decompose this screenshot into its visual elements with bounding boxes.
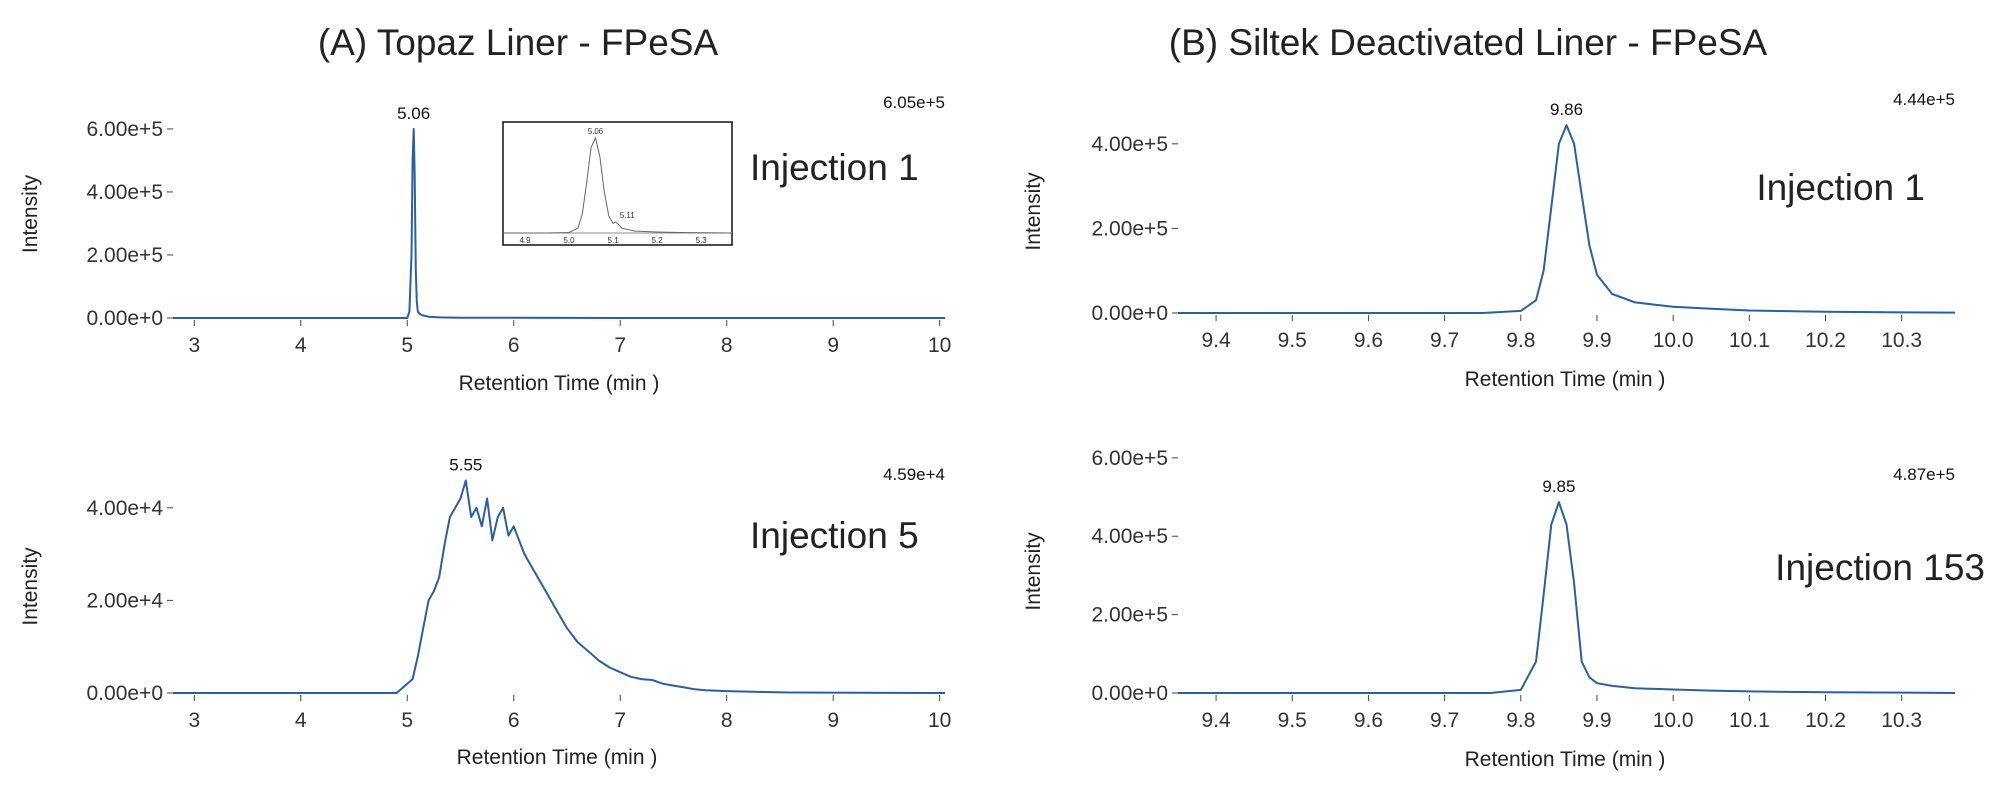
x-tick-label: 4 [295, 334, 307, 357]
x-axis-label: Retention Time (min ) [1465, 748, 1666, 771]
inset-x-tick-label: 5.1 [608, 236, 620, 245]
x-tick-label: 10.2 [1805, 709, 1846, 732]
x-tick-label: 6 [508, 334, 520, 357]
y-tick-label: 4.00e+4 [87, 497, 164, 520]
x-tick-label: 4 [295, 709, 307, 732]
x-tick-label: 10.1 [1729, 709, 1770, 732]
inset-x-tick-label: 5.0 [563, 236, 575, 245]
y-tick-label: 4.00e+5 [87, 181, 164, 204]
series-line [1178, 124, 1956, 314]
y-tick-label: 6.00e+5 [1092, 447, 1169, 470]
x-tick-label: 9.6 [1354, 329, 1383, 352]
series-line [173, 127, 945, 319]
y-axis-label: Intensity [1022, 532, 1045, 611]
y-tick-label: 2.00e+5 [87, 244, 164, 267]
x-tick-label: 5 [401, 334, 413, 357]
max-intensity-label: 6.05e+5 [883, 93, 945, 112]
peak-label: 5.55 [449, 455, 482, 474]
x-tick-label: 10.0 [1653, 329, 1694, 352]
chart-panel-1: 0.00e+0 2.00e+5 4.00e+5 6.00e+5 3 4 5 6 7 8 9 10 Ret… [19, 93, 951, 395]
chart-panel-3: 0.00e+0 2.00e+5 4.00e+5 9.4 9.5 9.6 9.7 9.8 9.9 1… [1022, 90, 1956, 391]
x-tick-label: 8 [721, 709, 733, 732]
injection-annotation: Injection 1 [1756, 167, 1925, 208]
y-tick-label: 4.00e+5 [1092, 525, 1169, 548]
peak-label: 9.86 [1550, 100, 1583, 119]
inset-x-tick-label: 4.9 [519, 236, 531, 245]
x-axis-label: Retention Time (min ) [1465, 368, 1666, 391]
x-tick-label: 10.1 [1729, 329, 1770, 352]
max-intensity-label: 4.87e+5 [1893, 465, 1955, 484]
y-tick-label: 0.00e+0 [1092, 682, 1169, 705]
peak-label: 5.06 [397, 104, 430, 123]
max-intensity-label: 4.44e+5 [1893, 90, 1955, 109]
panel-a-title: (A) Topaz Liner - FPeSA [317, 22, 719, 63]
injection-annotation: Injection 153 [1775, 547, 1985, 588]
y-tick-label: 2.00e+5 [1092, 217, 1169, 240]
y-tick-label: 0.00e+0 [87, 307, 164, 330]
x-tick-label: 3 [188, 334, 200, 357]
x-tick-label: 6 [508, 709, 520, 732]
x-tick-label: 9.8 [1506, 709, 1535, 732]
x-tick-label: 10.3 [1881, 709, 1922, 732]
inset-x-tick-label: 5.2 [652, 236, 664, 245]
x-tick-label: 9.6 [1354, 709, 1383, 732]
inset-frame [502, 121, 733, 246]
x-tick-label: 10.2 [1805, 329, 1846, 352]
max-intensity-label: 4.59e+4 [883, 465, 945, 484]
x-axis-label: Retention Time (min ) [459, 372, 660, 395]
series-line [173, 479, 946, 694]
y-axis-label: Intensity [19, 174, 42, 253]
x-tick-label: 9.8 [1506, 329, 1535, 352]
x-tick-label: 9.5 [1278, 329, 1307, 352]
x-tick-label: 9.9 [1582, 329, 1611, 352]
peak-label: 9.85 [1542, 477, 1575, 496]
y-tick-label: 0.00e+0 [1092, 302, 1169, 325]
x-tick-label: 9 [827, 709, 839, 732]
x-tick-label: 10 [928, 709, 951, 732]
x-tick-label: 9 [827, 334, 839, 357]
series-line [1178, 501, 1956, 694]
x-axis-label: Retention Time (min ) [457, 746, 658, 769]
inset-series-line [503, 136, 733, 234]
inset-shoulder-label: 5.11 [620, 211, 636, 220]
y-tick-label: 2.00e+4 [87, 589, 164, 612]
x-tick-label: 9.5 [1278, 709, 1307, 732]
injection-annotation: Injection 1 [750, 147, 919, 188]
y-tick-label: 0.00e+0 [87, 682, 164, 705]
x-tick-label: 10.0 [1653, 709, 1694, 732]
x-tick-label: 9.4 [1201, 709, 1231, 732]
panel-b-title: (B) Siltek Deactivated Liner - FPeSA [1168, 22, 1768, 63]
x-tick-label: 7 [614, 709, 626, 732]
inset-peak-label: 5.06 [588, 127, 604, 136]
x-tick-label: 10.3 [1881, 329, 1922, 352]
x-tick-label: 9.4 [1201, 329, 1231, 352]
y-axis-label: Intensity [1022, 172, 1045, 251]
x-tick-label: 3 [188, 709, 200, 732]
x-tick-label: 5 [401, 709, 413, 732]
y-tick-label: 4.00e+5 [1092, 133, 1169, 156]
injection-annotation: Injection 5 [750, 515, 919, 556]
x-tick-label: 10 [928, 334, 951, 357]
y-axis-label: Intensity [19, 547, 42, 626]
x-tick-label: 8 [721, 334, 733, 357]
x-tick-label: 9.7 [1430, 329, 1459, 352]
chart-panel-4: 0.00e+0 2.00e+5 4.00e+5 6.00e+5 9.4 9.5 9.6 9.7… [1022, 447, 1985, 771]
y-tick-label: 6.00e+5 [87, 118, 164, 141]
y-tick-label: 2.00e+5 [1092, 604, 1169, 627]
chart-panel-2: 0.00e+0 2.00e+4 4.00e+4 3 4 5 6 7 8 9 10 Retention … [19, 455, 951, 769]
x-tick-label: 9.9 [1582, 709, 1611, 732]
inset-chart: 4.9 5.0 5.1 5.2 5.3 5.06 5.11 [502, 121, 733, 246]
inset-x-tick-label: 5.3 [696, 236, 708, 245]
x-tick-label: 7 [614, 334, 626, 357]
x-tick-label: 9.7 [1430, 709, 1459, 732]
